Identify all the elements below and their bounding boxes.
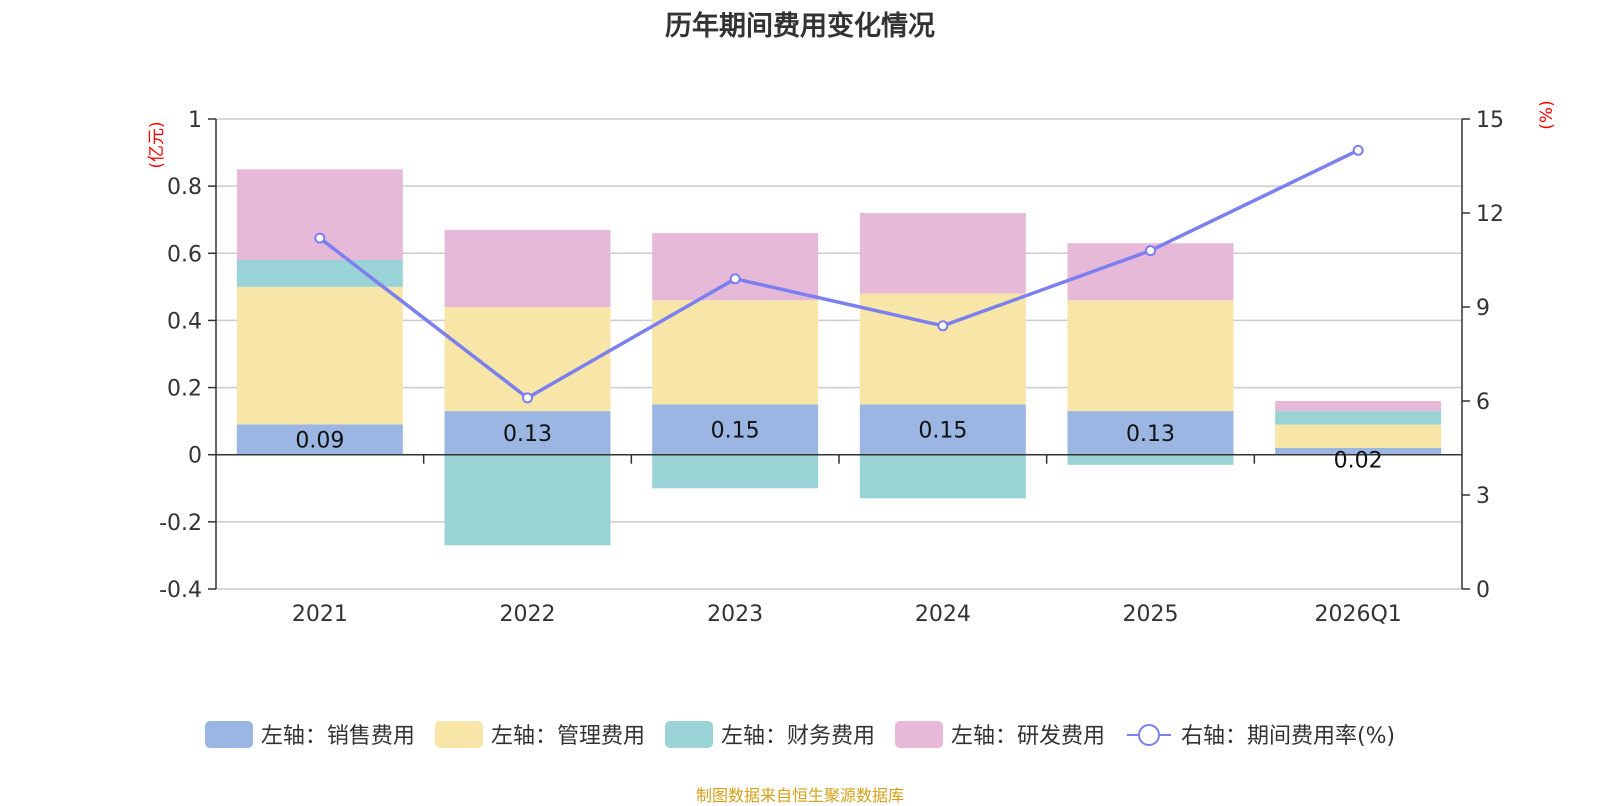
legend-swatch-rnd [894, 720, 943, 748]
expense-rate-point-2025 [1145, 245, 1156, 257]
bar-rnd-2022 [444, 229, 611, 307]
sales-data-label: 0.15 [711, 419, 760, 444]
right-axis-tick-label: 0 [1476, 578, 1490, 603]
bar-finance-2022 [444, 454, 611, 546]
bar-management-2026Q1 [1275, 424, 1442, 448]
right-axis-tick-label: 6 [1476, 390, 1490, 415]
right-axis-tick-label: 3 [1476, 484, 1490, 509]
legend: 左轴：销售费用 左轴：管理费用 左轴：财务费用 左轴：研发费用 右轴：期间费用率… [0, 718, 1600, 750]
bar-management-2021 [236, 286, 403, 425]
left-axis-tick-label: 0.4 [167, 309, 202, 334]
bar-sales-2024 [859, 404, 1026, 455]
legend-line-marker-icon [1126, 723, 1171, 746]
expense-rate-point-2026Q1 [1352, 144, 1364, 156]
x-axis-category-label: 2025 [1123, 602, 1179, 627]
bar-sales-2026Q1 [1275, 448, 1442, 455]
source-note: 制图数据来自恒生聚源数据库 [695, 786, 904, 805]
bar-sales-2022 [444, 411, 611, 455]
chart-plot: -0.4 -0.2 0 0.2 0.4 0.6 0.8 1 0 3 6 9 12 15 (亿元) (%) 202… [147, 100, 1557, 627]
left-axis-tick-label: -0.4 [159, 578, 202, 603]
sales-data-label: 0.13 [1126, 422, 1175, 447]
chart-title: 历年期间费用变化情况 [665, 11, 935, 42]
left-axis-tick-label: -0.2 [159, 511, 202, 536]
left-axis-tick-label: 0.6 [167, 242, 202, 267]
expense-rate-point-2023 [729, 273, 741, 285]
legend-item-expense-rate[interactable]: 右轴：期间费用率(%) [1125, 718, 1395, 750]
expense-rate-point-2022 [522, 392, 533, 404]
x-axis-category-label: 2023 [707, 602, 763, 627]
x-axis-category-label: 2026Q1 [1315, 602, 1402, 627]
bar-rnd-2021 [236, 169, 403, 260]
left-axis-tick-label: 1 [188, 108, 202, 133]
legend-label-sales: 左轴：销售费用 [260, 724, 415, 749]
legend-label-management: 左轴：管理费用 [490, 724, 645, 749]
left-axis-tick-label: 0.2 [167, 377, 202, 402]
bar-finance-2026Q1 [1275, 411, 1442, 425]
legend-label-finance: 左轴：财务费用 [720, 724, 875, 749]
x-axis-category-label: 2024 [915, 602, 971, 627]
legend-item-sales[interactable]: 左轴：销售费用 [204, 718, 415, 750]
legend-item-finance[interactable]: 左轴：财务费用 [664, 718, 875, 750]
legend-item-rnd[interactable]: 左轴：研发费用 [894, 718, 1105, 750]
right-axis-tick-label: 9 [1476, 296, 1490, 321]
bar-sales-2021 [236, 424, 403, 455]
bar-management-2025 [1067, 300, 1234, 412]
right-axis-tick-label: 12 [1476, 202, 1504, 227]
left-axis-tick-label: 0.8 [167, 175, 202, 200]
right-axis-tick-label: 15 [1476, 108, 1504, 133]
sales-data-label: 0.09 [295, 429, 344, 454]
bar-rnd-2024 [859, 213, 1026, 294]
bar-management-2023 [652, 300, 819, 405]
bar-rnd-2023 [652, 233, 819, 301]
expense-rate-line [318, 148, 1359, 400]
sales-data-label: 0.02 [1334, 448, 1383, 473]
right-axis-unit-label: (%) [1537, 100, 1557, 129]
legend-swatch-management [434, 720, 483, 748]
left-axis-tick-label: 0 [188, 444, 202, 469]
bar-finance-2024 [859, 454, 1026, 499]
bar-rnd-2026Q1 [1275, 401, 1442, 412]
bar-finance-2023 [652, 454, 819, 489]
expense-rate-point-2024 [937, 320, 949, 332]
legend-swatch-sales [204, 720, 253, 748]
x-axis-category-label: 2022 [500, 602, 556, 627]
bar-management-2024 [859, 293, 1026, 405]
left-axis-unit-label: (亿元) [147, 121, 167, 168]
sales-data-label: 0.13 [503, 422, 552, 447]
x-axis-category-label: 2021 [292, 602, 348, 627]
legend-item-management[interactable]: 左轴：管理费用 [434, 718, 645, 750]
bar-sales-2023 [652, 404, 819, 455]
bar-sales-2025 [1067, 411, 1234, 455]
expense-rate-point-2021 [314, 232, 326, 244]
bar-finance-2025 [1067, 454, 1234, 465]
legend-label-rnd: 左轴：研发费用 [950, 724, 1105, 749]
legend-swatch-finance [664, 720, 713, 748]
sales-data-label: 0.15 [918, 419, 967, 444]
legend-label-expense-rate: 右轴：期间费用率(%) [1180, 724, 1396, 749]
